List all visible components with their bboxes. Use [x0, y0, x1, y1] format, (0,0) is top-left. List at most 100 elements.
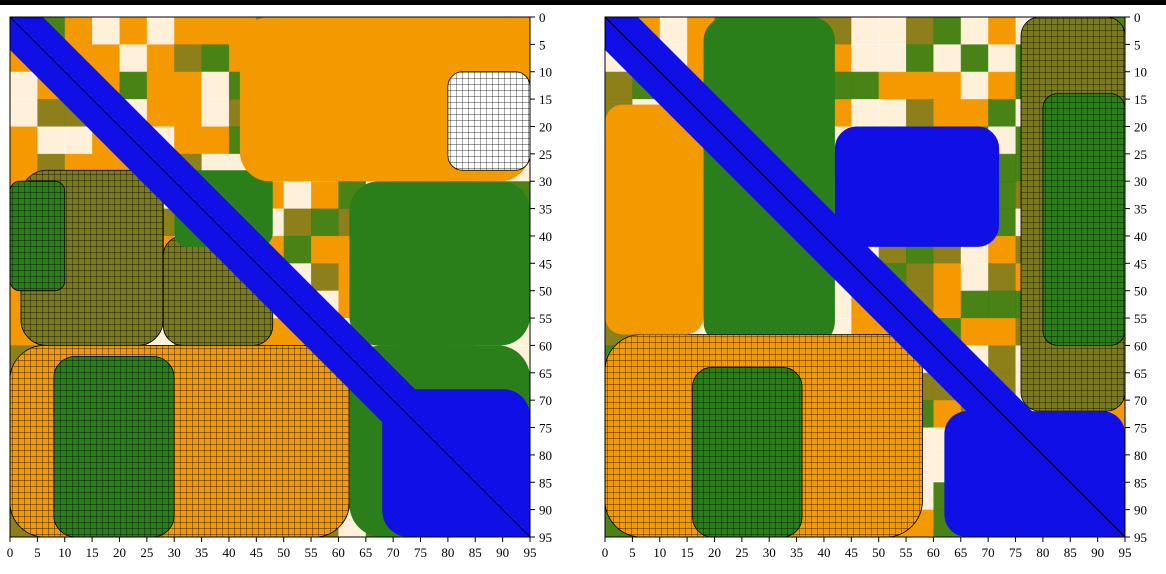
heatmap-cell: [960, 99, 989, 127]
x-tick-label: 40: [222, 545, 235, 560]
x-tick-label: 80: [1036, 545, 1049, 560]
heatmap-cell: [92, 44, 120, 73]
heatmap-cell: [960, 71, 989, 100]
heatmap-plot-area: [10, 17, 530, 537]
y-tick-label: 65: [539, 366, 552, 381]
heatmap-cell: [933, 99, 962, 127]
heatmap-cell: [92, 17, 120, 45]
heatmap-cell: [878, 71, 907, 100]
y-tick-label: 15: [539, 92, 552, 107]
y-tick-label: 55: [1134, 311, 1147, 326]
plot-frame: [9, 16, 531, 538]
y-tick-label: 0: [539, 10, 546, 25]
x-tick-label: 20: [708, 545, 721, 560]
heatmap-cell: [933, 71, 962, 100]
y-tick-label: 5: [1134, 37, 1141, 52]
heatmap-cell: [988, 263, 1017, 292]
heatmap-cell: [878, 44, 907, 73]
x-tick-label: 25: [735, 545, 748, 560]
heatmap-cell: [146, 71, 175, 100]
x-tick-label: 5: [629, 545, 636, 560]
x-tick-label: 0: [602, 545, 609, 560]
x-tick-label: 30: [168, 545, 181, 560]
heatmap-cell: [906, 263, 934, 292]
x-tick-label: 60: [927, 545, 940, 560]
y-tick-label: 55: [539, 311, 552, 326]
heatmap-cell: [878, 17, 907, 45]
y-tick-label: 45: [1134, 256, 1147, 271]
y-tick-label: 65: [1134, 366, 1147, 381]
y-tick-label: 90: [539, 503, 552, 518]
heatmap-cell: [201, 44, 230, 73]
y-tick-label: 60: [539, 338, 552, 353]
x-tick-label: 20: [113, 545, 126, 560]
x-tick-label: 30: [763, 545, 776, 560]
heatmap-cell: [878, 99, 907, 127]
x-tick-label: 45: [845, 545, 858, 560]
x-tick-label: 0: [7, 545, 14, 560]
y-tick-label: 70: [1134, 393, 1147, 408]
heatmap-cell: [988, 318, 1017, 346]
heatmap-panel-left: 0 5 10 15 20 25 30 35 40 45 50 55 60 65 70 75 80 85 90 95 0 5…: [7, 10, 552, 560]
heatmap-right-svg: 0 5 10 15 20 25 30 35 40 45 50 55 60 65 70 75 80 85 90 95 0 5…: [602, 10, 1147, 560]
top-border: [0, 0, 1166, 5]
heatmap-cell: [659, 17, 688, 45]
x-tick-label: 80: [441, 545, 454, 560]
heatmap-hatch-region: [692, 366, 803, 537]
y-tick-label: 0: [1134, 10, 1141, 25]
heatmap-cell: [174, 99, 203, 127]
x-tick-label: 65: [954, 545, 967, 560]
heatmap-cell: [906, 99, 934, 127]
x-tick-label: 95: [1119, 545, 1132, 560]
y-tick-label: 90: [1134, 503, 1147, 518]
heatmap-cell: [283, 181, 312, 210]
y-tick-label: 50: [1134, 284, 1147, 299]
x-tick-label: 75: [414, 545, 427, 560]
heatmap-hatch-region: [10, 180, 66, 292]
heatmap-cell: [933, 263, 962, 292]
heatmap-cell: [119, 17, 148, 45]
heatmap-cell: [960, 44, 989, 73]
heatmap-cell: [10, 71, 38, 100]
y-tick-label: 25: [539, 147, 552, 162]
x-tick-label: 55: [900, 545, 913, 560]
heatmap-cell: [174, 44, 203, 73]
y-tick-label: 75: [539, 421, 552, 436]
x-tick-label: 70: [387, 545, 400, 560]
heatmap-region: [834, 126, 1000, 247]
heatmap-cell: [146, 99, 175, 127]
heatmap-region: [349, 181, 530, 346]
y-tick-label: 85: [1134, 475, 1147, 490]
y-tick-label: 35: [1134, 202, 1147, 217]
x-tick-label: 70: [982, 545, 995, 560]
heatmap-cell: [174, 17, 203, 45]
heatmap-cell: [933, 290, 962, 319]
heatmap-cell: [146, 17, 175, 45]
y-tick-label: 85: [539, 475, 552, 490]
heatmap-cell: [174, 71, 203, 100]
diagonal-line: [10, 17, 530, 537]
x-tick-label: 55: [305, 545, 318, 560]
heatmap-plot-area: [605, 17, 1125, 537]
y-tick-label: 80: [539, 448, 552, 463]
y-tick-label: 45: [539, 256, 552, 271]
x-tick-label: 10: [58, 545, 71, 560]
heatmap-cell: [988, 71, 1017, 100]
x-tick-label: 10: [653, 545, 666, 560]
x-tick-label: 50: [872, 545, 885, 560]
y-tick-label: 50: [539, 284, 552, 299]
y-tick-label: 30: [539, 174, 552, 189]
y-tick-label: 20: [1134, 119, 1147, 134]
y-tick-label: 5: [539, 37, 546, 52]
heatmap-hatch-region: [447, 71, 530, 171]
y-tick-label: 40: [539, 229, 552, 244]
x-tick-label: 35: [195, 545, 208, 560]
heatmap-cell: [311, 235, 339, 264]
x-tick-label: 95: [524, 545, 537, 560]
x-tick-label: 85: [469, 545, 482, 560]
heatmap-cell: [988, 44, 1017, 73]
heatmap-cell: [201, 17, 230, 45]
x-tick-label: 90: [1091, 545, 1104, 560]
y-tick-label: 25: [1134, 147, 1147, 162]
heatmap-cell: [960, 318, 989, 346]
